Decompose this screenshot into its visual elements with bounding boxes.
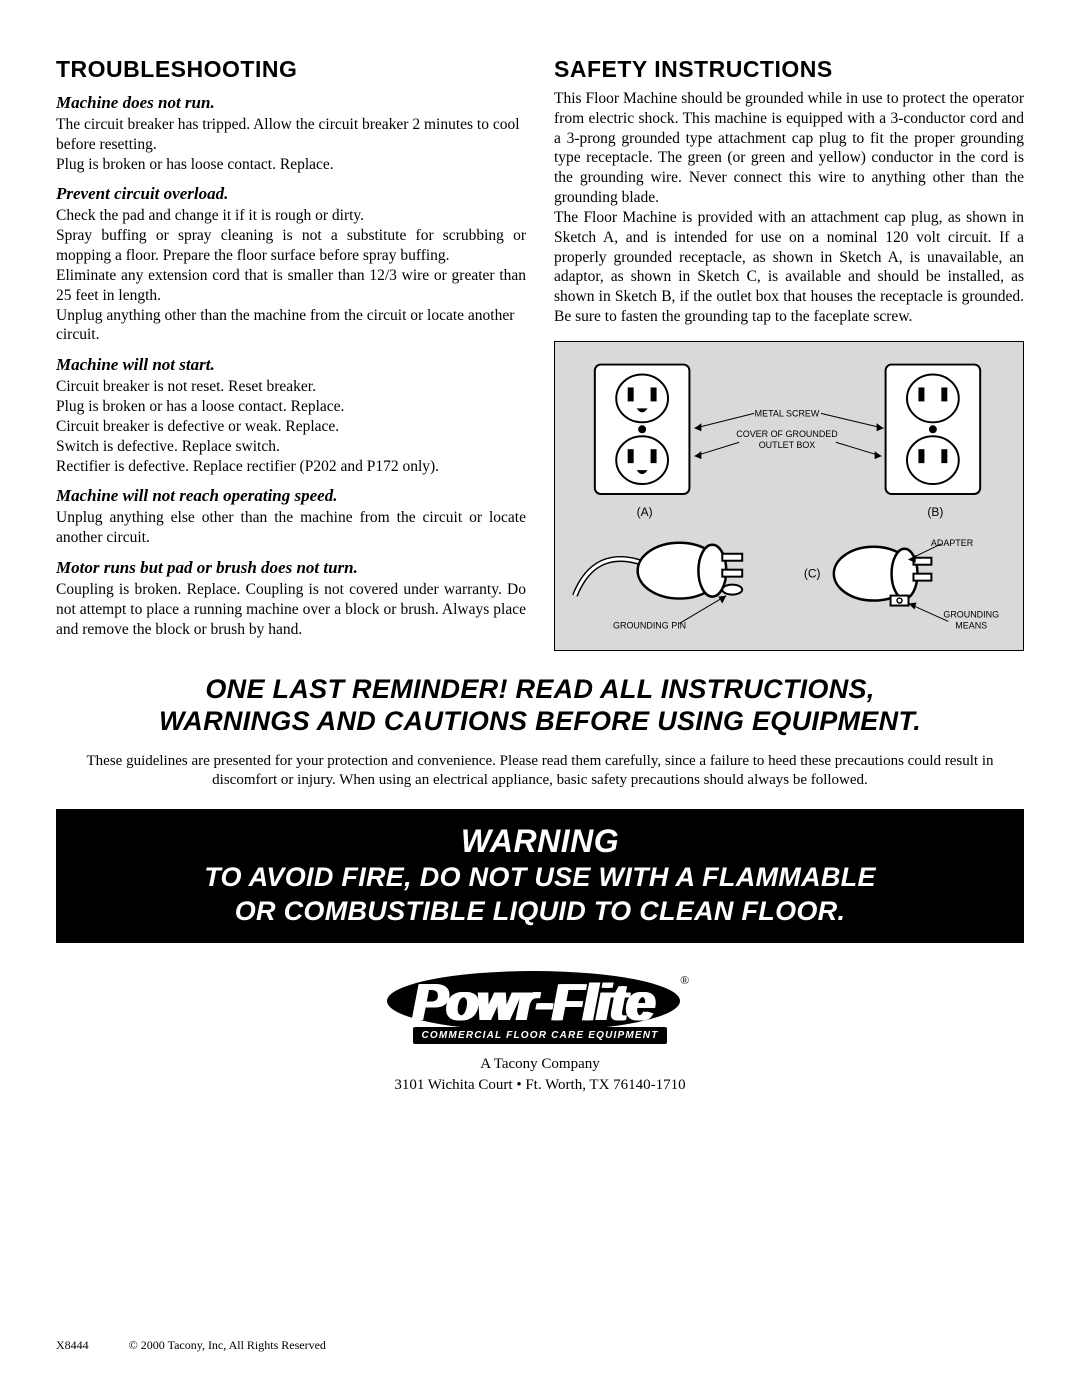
ts-item-line: Check the pad and change it if it is rou…: [56, 206, 526, 226]
reminder-line-2: WARNINGS AND CAUTIONS BEFORE USING EQUIP…: [56, 705, 1024, 737]
ts-item-line: Circuit breaker is not reset. Reset brea…: [56, 377, 526, 397]
ts-item-line: Plug is broken or has loose contact. Rep…: [56, 155, 526, 175]
reminder-block: ONE LAST REMINDER! READ ALL INSTRUCTIONS…: [56, 673, 1024, 738]
two-column-layout: TROUBLESHOOTING Machine does not run. Th…: [56, 56, 1024, 651]
diagram-label-c: (C): [804, 567, 821, 581]
diagram-label-cover: COVER OF GROUNDED: [736, 429, 838, 439]
warning-line-2: OR COMBUSTIBLE LIQUID TO CLEAN FLOOR.: [66, 896, 1014, 928]
ts-item-line: Eliminate any extension cord that is sma…: [56, 266, 526, 306]
company-info: A Tacony Company 3101 Wichita Court • Ft…: [56, 1054, 1024, 1095]
safety-para-2: The Floor Machine is provided with an at…: [554, 208, 1024, 327]
ts-item-line: Rectifier is defective. Replace rectifie…: [56, 457, 526, 477]
ts-item-line: The circuit breaker has tripped. Allow t…: [56, 115, 526, 155]
diagram-label-grounding: GROUNDING: [943, 609, 999, 619]
ts-item-title-4: Motor runs but pad or brush does not tur…: [56, 558, 526, 578]
footer-copyright: © 2000 Tacony, Inc, All Rights Reserved: [129, 1338, 326, 1353]
diagram-label-outlet: OUTLET BOX: [759, 440, 816, 450]
troubleshooting-heading: TROUBLESHOOTING: [56, 56, 526, 83]
warning-box: WARNING TO AVOID FIRE, DO NOT USE WITH A…: [56, 809, 1024, 944]
diagram-label-means: MEANS: [955, 620, 987, 630]
logo-block: Powr-Flite ® COMMERCIAL FLOOR CARE EQUIP…: [56, 971, 1024, 1044]
ts-item-line: Switch is defective. Replace switch.: [56, 437, 526, 457]
ts-item-line: Coupling is broken. Replace. Coupling is…: [56, 580, 526, 639]
diagram-label-b: (B): [927, 505, 943, 519]
company-line-1: A Tacony Company: [56, 1054, 1024, 1074]
safety-column: SAFETY INSTRUCTIONS This Floor Machine s…: [554, 56, 1024, 651]
diagram-label-groundpin: GROUNDING PIN: [613, 620, 686, 630]
ts-item-line: Unplug anything else other than the mach…: [56, 508, 526, 548]
guidelines-text: These guidelines are presented for your …: [56, 752, 1024, 791]
ts-item-title-3: Machine will not reach operating speed.: [56, 486, 526, 506]
logo-name: Powr-Flite: [413, 977, 654, 1029]
ts-item-title-2: Machine will not start.: [56, 355, 526, 375]
warning-line-1: TO AVOID FIRE, DO NOT USE WITH A FLAMMAB…: [66, 862, 1014, 894]
diagram-label-a: (A): [637, 505, 653, 519]
footer-code: X8444: [56, 1338, 89, 1353]
ts-item-title-1: Prevent circuit overload.: [56, 184, 526, 204]
page-footer: X8444 © 2000 Tacony, Inc, All Rights Res…: [56, 1338, 326, 1353]
diagram-svg: (A) (B) METAL SCREW: [555, 342, 1023, 650]
registered-mark: ®: [680, 973, 689, 987]
diagram-label-metalscrew: METAL SCREW: [755, 408, 820, 418]
reminder-line-1: ONE LAST REMINDER! READ ALL INSTRUCTIONS…: [56, 673, 1024, 705]
ts-item-line: Spray buffing or spray cleaning is not a…: [56, 226, 526, 266]
safety-heading: SAFETY INSTRUCTIONS: [554, 56, 1024, 83]
ts-item-title-0: Machine does not run.: [56, 93, 526, 113]
warning-title: WARNING: [66, 823, 1014, 860]
logo-tagline: COMMERCIAL FLOOR CARE EQUIPMENT: [413, 1027, 666, 1044]
safety-para-1: This Floor Machine should be grounded wh…: [554, 89, 1024, 208]
company-line-2: 3101 Wichita Court • Ft. Worth, TX 76140…: [56, 1075, 1024, 1095]
ts-item-line: Circuit breaker is defective or weak. Re…: [56, 417, 526, 437]
grounding-diagram: (A) (B) METAL SCREW: [554, 341, 1024, 651]
ts-item-line: Plug is broken or has a loose contact. R…: [56, 397, 526, 417]
troubleshooting-column: TROUBLESHOOTING Machine does not run. Th…: [56, 56, 526, 651]
ts-item-line: Unplug anything other than the machine f…: [56, 306, 526, 346]
